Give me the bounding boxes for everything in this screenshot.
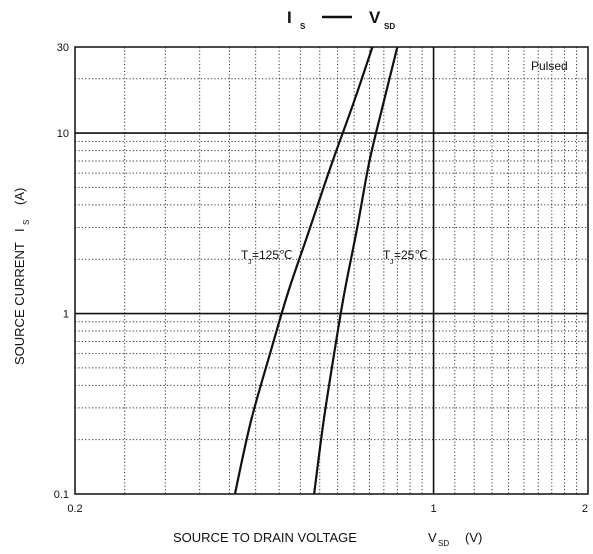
y-tick-label: 10 [57, 128, 69, 140]
series-line-25c [313, 46, 399, 495]
tick-labels: 0.1 1 10 30 0.2 1 2 [54, 42, 588, 515]
y-axis-title: SOURCE CURRENT [12, 242, 27, 365]
grid [75, 47, 588, 494]
x-axis-unit: (V) [465, 530, 482, 545]
y-tick-label: 0.1 [54, 489, 69, 501]
x-axis-title: SOURCE TO DRAIN VOLTAGE [173, 530, 357, 545]
plot-frame [74, 46, 589, 495]
y-axis-unit: (A) [12, 188, 27, 205]
x-axis-symbol: V [428, 530, 437, 545]
x-axis-label: SOURCE TO DRAIN VOLTAGE V SD (V) [173, 530, 482, 548]
series-line-125c [233, 46, 374, 495]
title-right: V [369, 8, 381, 27]
y-axis-symbol-sub: S [22, 220, 31, 225]
series-label-25-main: T [383, 248, 391, 262]
y-axis-symbol: I [12, 228, 27, 232]
title-right-sub: SD [384, 22, 395, 31]
x-tick-label: 1 [431, 503, 437, 515]
y-tick-label: 1 [63, 309, 69, 321]
series-layer [233, 46, 399, 495]
x-tick-label: 0.2 [67, 503, 82, 515]
title-left: I [287, 8, 292, 27]
series-label-25-sub: J [390, 259, 394, 266]
y-tick-label: 30 [57, 42, 69, 54]
series-label-125: T J =125℃ [241, 248, 293, 266]
series-label-25: T J =25℃ [383, 248, 428, 266]
x-axis-symbol-sub: SD [438, 539, 449, 548]
title-left-sub: S [300, 22, 306, 31]
pulsed-annotation: Pulsed [531, 59, 568, 73]
series-label-125-rest: =125℃ [252, 248, 293, 262]
chart-title: I S V SD [287, 8, 395, 31]
x-tick-label: 2 [582, 503, 588, 515]
series-label-25-rest: =25℃ [394, 248, 428, 262]
y-axis-label: SOURCE CURRENT I S (A) [12, 188, 31, 365]
series-label-125-sub: J [248, 259, 252, 266]
series-label-125-main: T [241, 248, 249, 262]
